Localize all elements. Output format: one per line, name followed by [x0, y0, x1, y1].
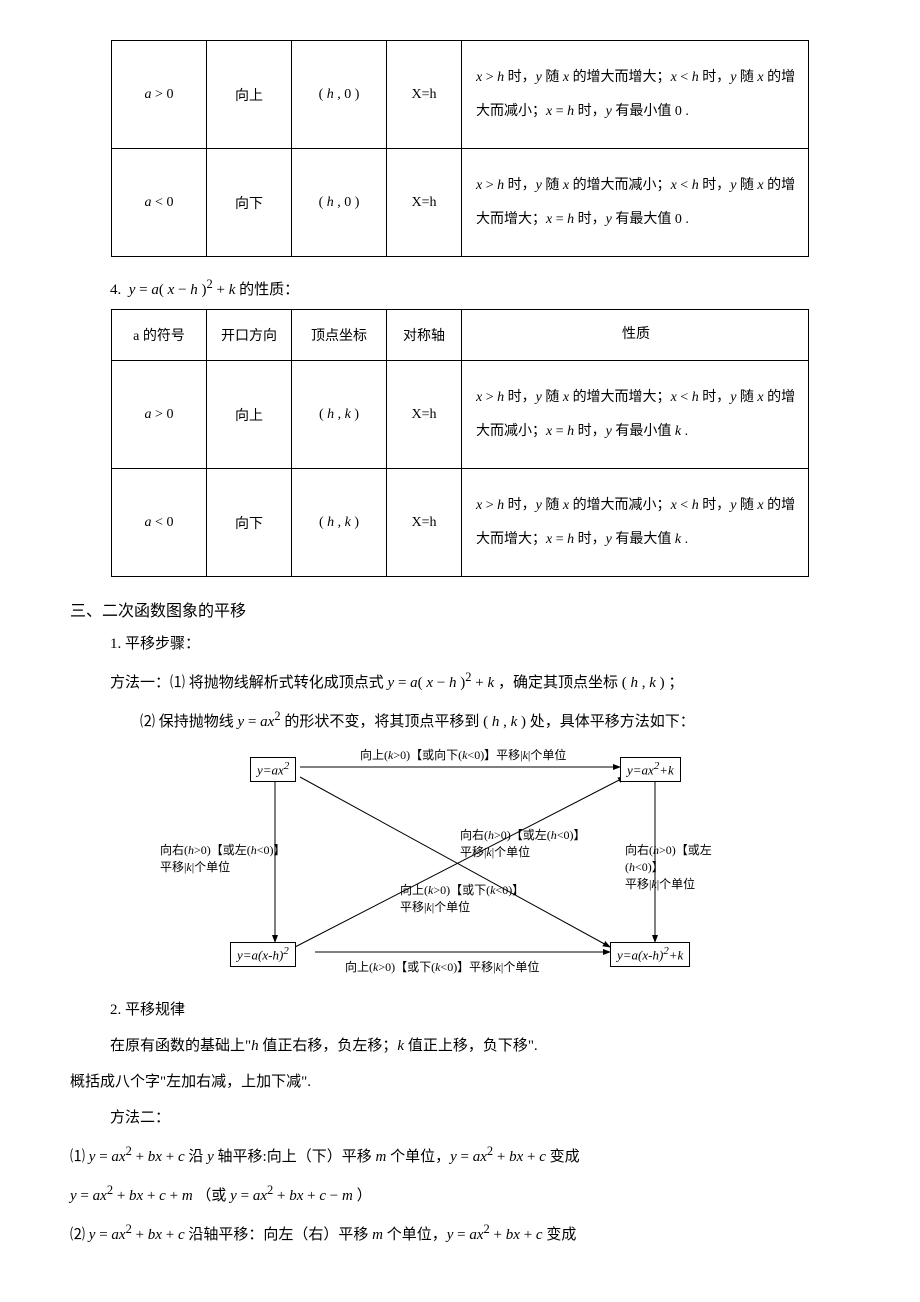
diagram-label-top: 向上(k>0)【或向下(k<0)】平移|k|个单位 [360, 747, 566, 764]
cell-dir: 向上 [207, 360, 292, 468]
diagram-box-br: y=a(x-h)2+k [610, 942, 690, 966]
cell-axis: X=h [387, 469, 462, 577]
col-header: 开口方向 [207, 310, 292, 361]
table-1-body: a > 0向上( h , 0 )X=hx > h 时，y 随 x 的增大而增大；… [112, 41, 809, 257]
diagram-label-bottom: 向上(k>0)【或下(k<0)】平移|k|个单位 [345, 959, 539, 976]
step2-title: 2. 平移规律 [110, 995, 860, 1025]
diagram-label-mid1: 向右(h>0)【或左(h<0)】平移|k|个单位 [460, 827, 586, 861]
cell-vertex: ( h , 0 ) [292, 149, 387, 257]
table-row: a > 0向上( h , 0 )X=hx > h 时，y 随 x 的增大而增大；… [112, 41, 809, 149]
cell-dir: 向下 [207, 469, 292, 577]
table-2-head: a 的符号开口方向顶点坐标对称轴性质 [112, 310, 809, 361]
col-header: 顶点坐标 [292, 310, 387, 361]
table-1: a > 0向上( h , 0 )X=hx > h 时，y 随 x 的增大而增大；… [111, 40, 809, 257]
cell-axis: X=h [387, 149, 462, 257]
m2-line1: ⑴ y = ax2 + bx + c 沿 y 轴平移:向上（下）平移 m 个单位… [70, 1139, 860, 1172]
m2-line2: y = ax2 + bx + c + m （或 y = ax2 + bx + c… [70, 1178, 860, 1211]
table-row: a < 0向下( h , k )X=hx > h 时，y 随 x 的增大而减小；… [112, 469, 809, 577]
cell-prop: x > h 时，y 随 x 的增大而增大；x < h 时，y 随 x 的增大而减… [462, 360, 809, 468]
col-header: a 的符号 [112, 310, 207, 361]
col-header: 对称轴 [387, 310, 462, 361]
method1-line2: ⑵ 保持抛物线 y = ax2 的形状不变，将其顶点平移到 ( h , k ) … [140, 704, 860, 737]
rule-line1: 在原有函数的基础上"h 值正右移，负左移；k 值正上移，负下移". [110, 1031, 860, 1061]
cell-dir: 向上 [207, 41, 292, 149]
method2-title: 方法二： [110, 1103, 860, 1133]
cell-sign: a < 0 [112, 149, 207, 257]
diagram-box-bl: y=a(x-h)2 [230, 942, 296, 966]
method1-line1: 方法一：⑴ 将抛物线解析式转化成顶点式 y = a( x − h )2 + k … [110, 665, 860, 698]
cell-vertex: ( h , k ) [292, 469, 387, 577]
cell-sign: a > 0 [112, 360, 207, 468]
cell-dir: 向下 [207, 149, 292, 257]
step1-title: 1. 平移步骤： [110, 629, 860, 659]
cell-sign: a < 0 [112, 469, 207, 577]
table-2-body: a > 0向上( h , k )X=hx > h 时，y 随 x 的增大而增大；… [112, 360, 809, 576]
rule-line2: 概括成八个字"左加右减，上加下减". [70, 1067, 860, 1097]
cell-prop: x > h 时，y 随 x 的增大而增大；x < h 时，y 随 x 的增大而减… [462, 41, 809, 149]
cell-vertex: ( h , k ) [292, 360, 387, 468]
diagram-box-tr: y=ax2+k [620, 757, 681, 781]
shift-diagram: y=ax2 y=ax2+k y=a(x-h)2 y=a(x-h)2+k 向上(k>0)【… [180, 747, 740, 977]
table-2: a 的符号开口方向顶点坐标对称轴性质 a > 0向上( h , k )X=hx … [111, 309, 809, 577]
diagram-box-tl: y=ax2 [250, 757, 296, 781]
table-row: a > 0向上( h , k )X=hx > h 时，y 随 x 的增大而增大；… [112, 360, 809, 468]
heading-3: 三、二次函数图象的平移 [70, 597, 860, 621]
col-header: 性质 [462, 310, 809, 361]
cell-sign: a > 0 [112, 41, 207, 149]
cell-axis: X=h [387, 360, 462, 468]
cell-vertex: ( h , 0 ) [292, 41, 387, 149]
table-row: a < 0向下( h , 0 )X=hx > h 时，y 随 x 的增大而减小；… [112, 149, 809, 257]
diagram-label-mid2: 向上(k>0)【或下(k<0)】平移|k|个单位 [400, 882, 524, 916]
cell-axis: X=h [387, 41, 462, 149]
cell-prop: x > h 时，y 随 x 的增大而减小；x < h 时，y 随 x 的增大而增… [462, 149, 809, 257]
diagram-label-left: 向右(h>0)【或左(h<0)】平移|k|个单位 [160, 842, 286, 876]
m2-line3: ⑵ y = ax2 + bx + c 沿轴平移：向左（右）平移 m 个单位，y … [70, 1217, 860, 1250]
sec4-title: 4. y = a( x − h )2 + k 的性质： [110, 277, 860, 299]
diagram-label-right: 向右(h>0)【或左(h<0)】平移|k|个单位 [625, 842, 740, 892]
cell-prop: x > h 时，y 随 x 的增大而减小；x < h 时，y 随 x 的增大而增… [462, 469, 809, 577]
